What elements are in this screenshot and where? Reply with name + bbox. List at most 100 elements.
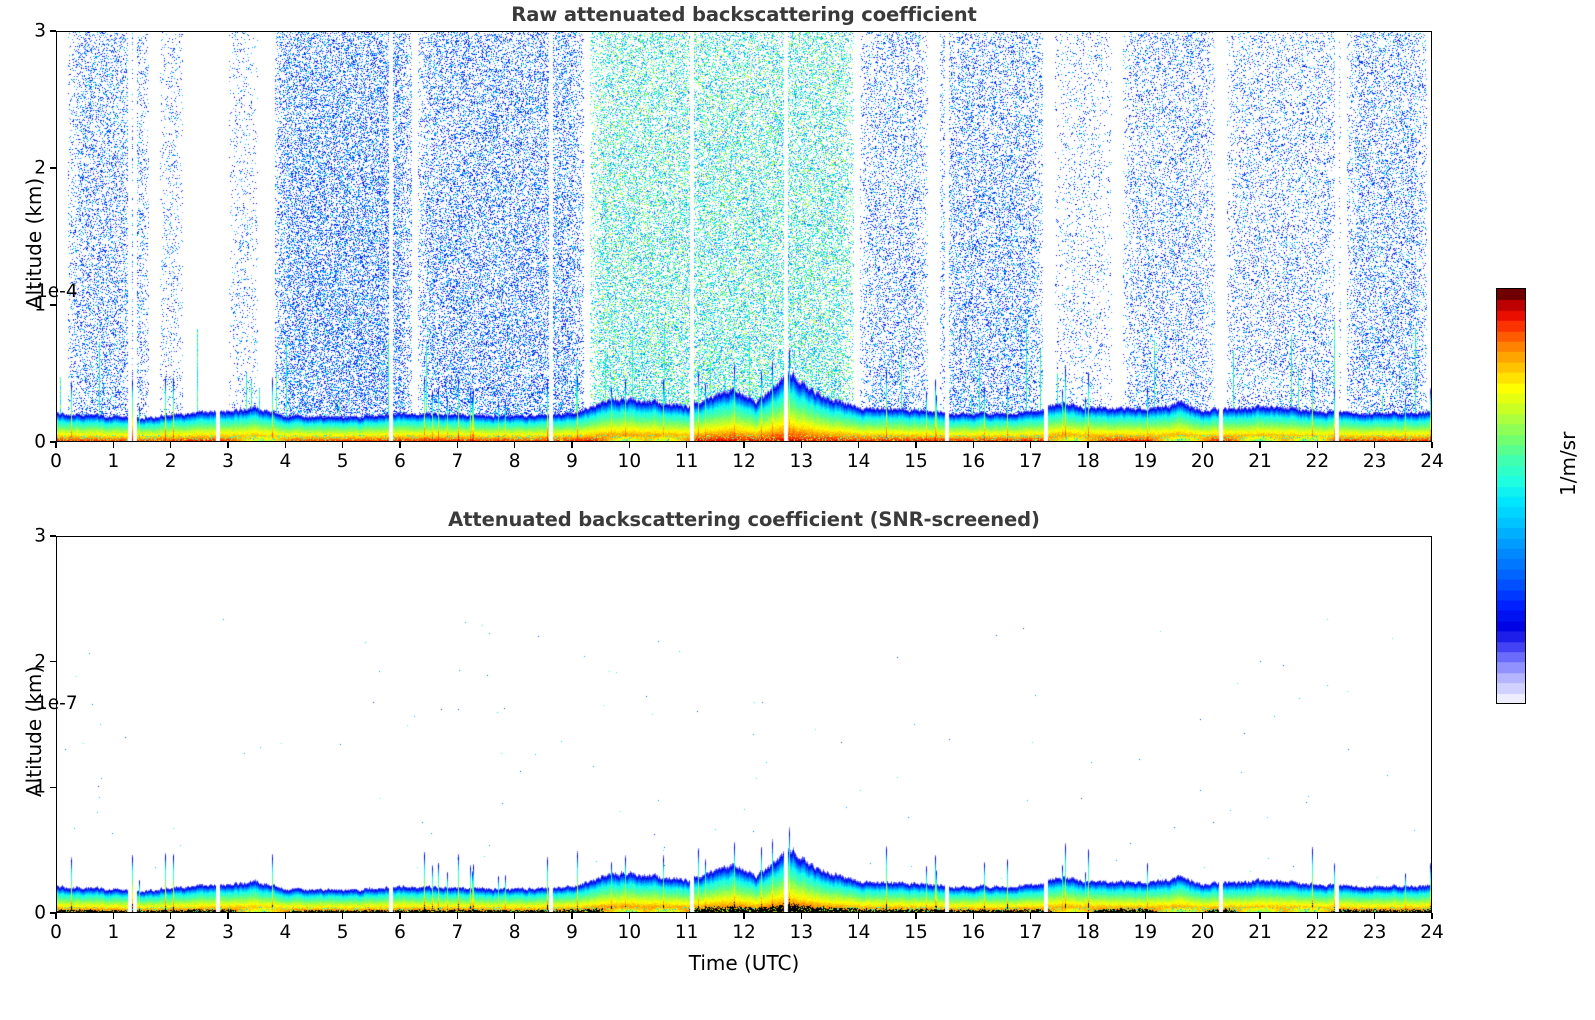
colorbar-unit-label: 1/m/sr [1556, 431, 1580, 496]
x-tick-bottom [1202, 913, 1204, 919]
x-tick-bottom [1316, 913, 1318, 919]
x-tick-label-bottom: 1 [107, 922, 120, 943]
x-tick-top [571, 442, 573, 448]
x-tick-bottom [55, 913, 57, 919]
x-tick-label-top: 1 [107, 451, 120, 472]
x-tick-bottom [571, 913, 573, 919]
colorbar-max-label: 1e-4 [36, 281, 78, 302]
x-tick-label-bottom: 22 [1305, 922, 1330, 943]
x-tick-label-bottom: 2 [164, 922, 177, 943]
x-tick-top [284, 442, 286, 448]
x-tick-label-bottom: 14 [846, 922, 871, 943]
x-tick-label-top: 3 [222, 451, 234, 472]
x-tick-top [1316, 442, 1318, 448]
x-tick-label-bottom: 20 [1190, 922, 1215, 943]
y-tick-label-top: 1 [34, 294, 46, 316]
y-tick-bottom [50, 661, 56, 663]
y-tick-label-bottom: 1 [34, 776, 46, 798]
x-tick-bottom [1087, 913, 1089, 919]
x-tick-label-top: 5 [336, 451, 349, 472]
y-tick-label-bottom: 2 [34, 651, 46, 673]
x-tick-label-top: 22 [1305, 451, 1330, 472]
x-tick-label-bottom: 21 [1248, 922, 1272, 943]
y-tick-bottom [50, 912, 56, 914]
heatmap-canvas-screened [57, 537, 1431, 912]
heatmap-canvas-raw [57, 32, 1431, 441]
x-tick-label-top: 17 [1018, 451, 1043, 472]
colorbar[interactable] [1496, 288, 1526, 704]
x-tick-label-bottom: 8 [508, 922, 521, 943]
colorbar-gradient [1496, 288, 1526, 704]
x-tick-bottom [800, 913, 802, 919]
x-tick-top [1202, 442, 1204, 448]
x-tick-label-top: 10 [617, 451, 642, 472]
x-tick-bottom [686, 913, 688, 919]
x-tick-label-bottom: 7 [451, 922, 464, 943]
x-tick-bottom [342, 913, 344, 919]
x-tick-top [858, 442, 860, 448]
x-tick-label-bottom: 23 [1362, 922, 1387, 943]
y-tick-bottom [50, 535, 56, 537]
x-tick-top [972, 442, 974, 448]
x-tick-label-top: 23 [1362, 451, 1387, 472]
plot-area-screened[interactable] [56, 536, 1432, 913]
x-tick-label-bottom: 11 [674, 922, 699, 943]
y-tick-top [50, 167, 56, 169]
x-tick-bottom [628, 913, 630, 919]
x-tick-top [628, 442, 630, 448]
x-tick-bottom [743, 913, 745, 919]
x-tick-label-top: 24 [1420, 451, 1444, 472]
x-tick-label-bottom: 10 [617, 922, 642, 943]
x-tick-label-bottom: 0 [50, 922, 62, 943]
y-tick-top [50, 30, 56, 32]
x-tick-top [743, 442, 745, 448]
x-tick-bottom [915, 913, 917, 919]
x-tick-bottom [456, 913, 458, 919]
x-tick-label-bottom: 15 [904, 922, 928, 943]
x-tick-bottom [514, 913, 516, 919]
x-tick-bottom [227, 913, 229, 919]
x-tick-top [55, 442, 57, 448]
x-tick-label-top: 12 [732, 451, 756, 472]
y-tick-top [50, 304, 56, 306]
x-tick-label-bottom: 12 [732, 922, 756, 943]
x-tick-bottom [1431, 913, 1433, 919]
panel-title-raw: Raw attenuated backscattering coefficien… [511, 3, 977, 26]
x-tick-bottom [1144, 913, 1146, 919]
x-tick-top [1087, 442, 1089, 448]
x-tick-top [800, 442, 802, 448]
x-tick-top [1431, 442, 1433, 448]
x-tick-label-top: 18 [1076, 451, 1100, 472]
x-tick-label-top: 16 [961, 451, 986, 472]
x-tick-label-top: 13 [789, 451, 814, 472]
x-tick-bottom [1374, 913, 1376, 919]
x-tick-bottom [170, 913, 172, 919]
panel-title-screened: Attenuated backscattering coefficient (S… [448, 508, 1040, 531]
x-tick-label-top: 2 [164, 451, 177, 472]
x-tick-top [227, 442, 229, 448]
y-tick-bottom [50, 786, 56, 788]
x-tick-top [170, 442, 172, 448]
colorbar-min-label: 1e-7 [36, 693, 78, 714]
plot-area-raw[interactable] [56, 31, 1432, 442]
x-tick-label-top: 21 [1248, 451, 1272, 472]
x-tick-top [1374, 442, 1376, 448]
x-tick-top [342, 442, 344, 448]
x-tick-label-top: 9 [566, 451, 578, 472]
x-tick-label-bottom: 9 [566, 922, 578, 943]
x-tick-bottom [284, 913, 286, 919]
x-tick-top [686, 442, 688, 448]
y-tick-label-bottom: 3 [34, 525, 46, 547]
x-tick-label-bottom: 19 [1133, 922, 1158, 943]
x-tick-top [399, 442, 401, 448]
x-tick-label-top: 0 [50, 451, 62, 472]
y-axis-label-screened: Altitude (km) [22, 665, 46, 797]
x-tick-label-bottom: 4 [279, 922, 292, 943]
x-tick-label-top: 8 [508, 451, 521, 472]
x-tick-top [112, 442, 114, 448]
x-axis-label-time: Time (UTC) [688, 951, 800, 975]
x-tick-label-top: 20 [1190, 451, 1215, 472]
y-tick-label-top: 2 [34, 157, 46, 179]
x-tick-top [1030, 442, 1032, 448]
